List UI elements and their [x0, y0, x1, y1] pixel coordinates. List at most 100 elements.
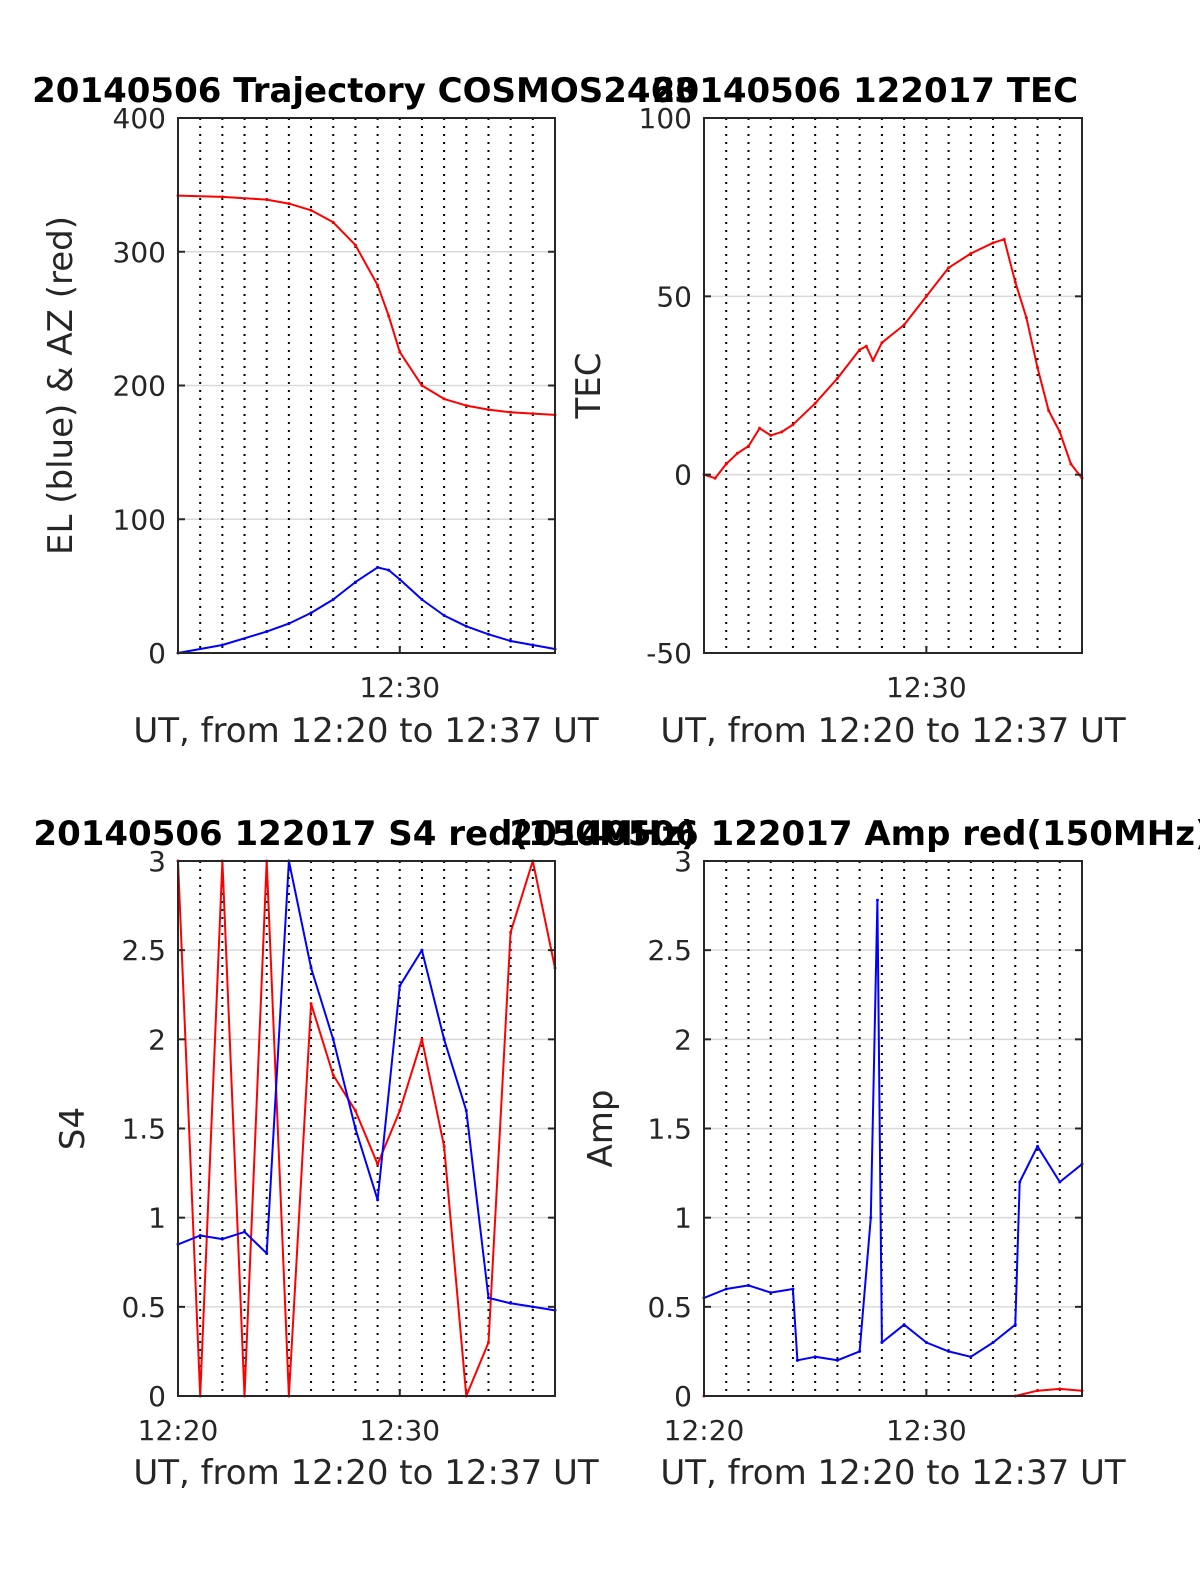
chart-title: 20140506 122017 Amp red(150MHz)	[509, 814, 1200, 854]
data-point-blue	[331, 1037, 335, 1041]
data-point-red	[902, 323, 906, 327]
data-point-blue	[746, 1283, 750, 1287]
data-point-red	[398, 350, 402, 354]
data-point-blue	[243, 1230, 247, 1234]
data-point-blue	[795, 1358, 799, 1362]
y-tick-label: 0	[148, 1380, 166, 1413]
data-point-red	[220, 195, 224, 199]
series-line-red	[704, 1387, 1083, 1397]
axes-box	[703, 117, 1083, 654]
data-point-red	[531, 412, 535, 416]
data-point-red	[387, 314, 391, 318]
data-point-red	[924, 294, 928, 298]
data-point-blue	[198, 1234, 202, 1237]
data-point-blue	[398, 577, 402, 581]
y-tick-label: 2	[674, 1023, 692, 1056]
data-point-red	[769, 433, 773, 437]
y-tick-label: 100	[639, 102, 692, 135]
y-tick-label: 200	[113, 370, 166, 403]
data-point-red	[735, 451, 739, 455]
data-point-red	[331, 1073, 335, 1077]
data-point-blue	[265, 1251, 269, 1255]
data-point-red	[486, 1341, 490, 1344]
data-point-red	[1058, 430, 1062, 434]
series-line-red	[177, 194, 556, 416]
x-axis-label: UT, from 12:20 to 12:37 UT	[660, 1453, 1126, 1493]
panel-amp: 0 0.5 1 1.5 2 2.5 3 12:20 12:30 UT, from 12:20 to…	[509, 814, 1200, 1493]
data-point-blue	[309, 966, 313, 970]
data-point-red	[420, 1037, 424, 1041]
y-tick-label: 300	[113, 236, 166, 269]
series-line-red	[177, 860, 556, 1397]
data-point-blue	[353, 1127, 357, 1130]
data-point-red	[724, 462, 728, 466]
y-tick-label: 1.5	[121, 1113, 166, 1146]
data-point-blue	[509, 639, 513, 643]
data-point-red	[835, 376, 839, 380]
data-point-red	[791, 423, 795, 427]
x-tick-label: 12:20	[664, 1414, 745, 1447]
data-point-blue	[398, 984, 402, 988]
data-point-red	[864, 344, 868, 348]
panel-trajectory: 0 100 200 300 400 12:30 UT, from 12:20 to 12:3…	[32, 71, 698, 751]
series-line-blue	[177, 566, 556, 654]
data-point-blue	[376, 1198, 380, 1202]
data-point-blue	[420, 948, 424, 952]
data-point-blue	[1058, 1180, 1062, 1184]
data-point-red	[442, 397, 446, 401]
data-point-blue	[220, 643, 224, 647]
data-point-red	[1047, 408, 1051, 412]
y-tick-label: 0.5	[121, 1291, 166, 1324]
data-point-red	[287, 202, 291, 206]
data-point-blue	[902, 1323, 906, 1327]
data-point-red	[420, 384, 424, 387]
data-point-blue	[791, 1287, 795, 1291]
y-tick-label: 0	[148, 637, 166, 670]
data-point-blue	[875, 898, 879, 902]
y-tick-label: 3	[148, 845, 166, 878]
data-point-red	[309, 1002, 313, 1006]
data-point-blue	[353, 580, 357, 584]
data-point-blue	[442, 614, 446, 618]
data-point-red	[858, 348, 862, 352]
data-point-blue	[509, 1301, 513, 1305]
data-point-blue	[331, 598, 335, 601]
data-point-blue	[724, 1287, 728, 1291]
data-point-blue	[486, 1296, 490, 1300]
x-axis-label: UT, from 12:20 to 12:37 UT	[660, 711, 1126, 751]
y-tick-label: 0	[674, 459, 692, 492]
data-point-blue	[287, 622, 291, 626]
y-tick-label: 2	[148, 1023, 166, 1056]
y-tick-label: 2.5	[121, 934, 166, 967]
data-point-red	[1002, 237, 1006, 241]
data-point-blue	[464, 1109, 468, 1113]
data-point-red	[509, 410, 513, 414]
data-point-red	[880, 341, 884, 345]
y-tick-label: 2.5	[647, 934, 692, 967]
data-point-red	[871, 359, 875, 363]
x-tick-label: 12:20	[138, 1414, 219, 1447]
data-point-blue	[1036, 1144, 1040, 1148]
data-point-red	[1013, 280, 1017, 284]
series-line-blue	[177, 860, 556, 1312]
data-point-blue	[769, 1291, 773, 1295]
data-point-red	[331, 220, 335, 224]
y-tick-label: 50	[656, 280, 692, 313]
y-tick-label: 100	[113, 503, 166, 536]
data-point-red	[1036, 1389, 1040, 1393]
y-tick-label: 0	[674, 1380, 692, 1413]
chart-title: 20140506 122017 S4 red(150MHz)	[33, 814, 696, 854]
data-point-blue	[880, 1341, 884, 1344]
data-point-red	[758, 426, 762, 430]
data-point-red	[813, 401, 817, 405]
data-point-red	[947, 266, 951, 270]
data-point-red	[265, 198, 269, 202]
data-point-red	[969, 252, 973, 256]
data-point-blue	[991, 1341, 995, 1344]
y-axis-label: S4	[53, 1107, 93, 1150]
data-point-blue	[486, 632, 490, 636]
data-point-blue	[969, 1355, 973, 1359]
data-point-blue	[869, 1216, 873, 1220]
data-point-red	[353, 243, 357, 247]
